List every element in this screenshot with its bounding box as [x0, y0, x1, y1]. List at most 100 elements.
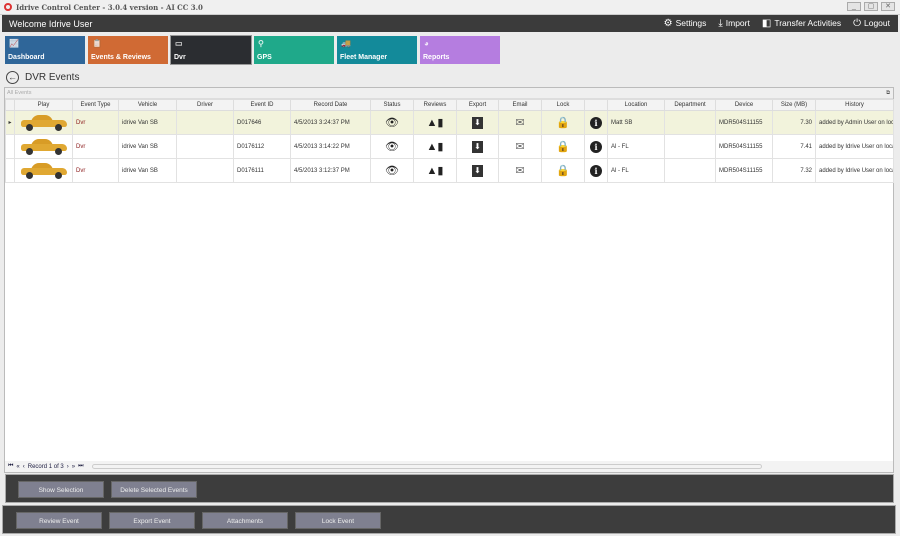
history-cell: added by Idrive User on loca: [815, 158, 894, 183]
column-header[interactable]: Vehicle: [118, 99, 177, 111]
maximize-button[interactable]: ▢: [864, 2, 878, 11]
record-date-cell: 4/5/2013 3:12:37 PM: [290, 158, 371, 183]
column-header[interactable]: Email: [498, 99, 542, 111]
info-cell[interactable]: i: [584, 110, 608, 135]
settings-button[interactable]: ⚙ Settings: [664, 18, 707, 29]
row-indicator[interactable]: [5, 158, 15, 183]
event-id-cell: D0176112: [233, 134, 291, 159]
prev-record-button[interactable]: ‹: [22, 463, 25, 470]
reviews-cell[interactable]: ▲▮: [413, 134, 457, 159]
status-cell[interactable]: 👁: [370, 134, 414, 159]
tile-fleet-manager[interactable]: 🚚 Fleet Manager: [337, 36, 417, 64]
column-header[interactable]: Size (MB): [772, 99, 816, 111]
column-header[interactable]: [584, 99, 608, 111]
export-cell[interactable]: ⬇: [456, 134, 499, 159]
reports-icon: ◕: [424, 39, 429, 48]
transfer-activities-button[interactable]: ◧ Transfer Activities: [762, 18, 841, 29]
eye-icon: 👁: [385, 117, 399, 129]
info-cell[interactable]: i: [584, 158, 608, 183]
envelope-icon: ✉: [515, 141, 525, 153]
tile-gps[interactable]: ⚲ GPS: [254, 36, 334, 64]
column-header[interactable]: Department: [664, 99, 716, 111]
next-record-button[interactable]: ›: [66, 463, 69, 470]
selection-panel: Show Selection Delete Selected Events: [5, 474, 894, 503]
export-cell[interactable]: ⬇: [456, 158, 499, 183]
table-row[interactable]: Dvr idrive Van SB D0176112 4/5/2013 3:14…: [5, 134, 894, 159]
reviews-cell[interactable]: ▲▮: [413, 158, 457, 183]
device-cell: MDR504S11155: [715, 110, 773, 135]
column-header[interactable]: Driver: [176, 99, 234, 111]
play-thumbnail[interactable]: [14, 134, 73, 159]
tile-dvr[interactable]: ▭ Dvr: [170, 35, 252, 65]
column-header[interactable]: Play: [14, 99, 73, 111]
email-cell[interactable]: ✉: [498, 134, 542, 159]
driver-cell: [176, 110, 234, 135]
play-thumbnail[interactable]: [14, 158, 73, 183]
size-cell: 7.41: [772, 134, 816, 159]
export-icon: ⬇: [472, 164, 483, 177]
table-row[interactable]: ▸ Dvr idrive Van SB D017646 4/5/2013 3:2…: [5, 110, 894, 135]
review-score-icon: ▲▮: [426, 141, 444, 153]
event-type-cell: Dvr: [72, 110, 119, 135]
restore-icon[interactable]: ⧉: [886, 90, 890, 96]
column-header[interactable]: Location: [607, 99, 665, 111]
lock-cell[interactable]: 🔒: [541, 158, 585, 183]
status-cell[interactable]: 👁: [370, 110, 414, 135]
info-icon: i: [590, 116, 602, 129]
first-page-button[interactable]: ⏮: [8, 463, 14, 469]
next-page-button[interactable]: »: [71, 463, 76, 470]
envelope-icon: ✉: [515, 117, 525, 129]
column-header[interactable]: History: [815, 99, 894, 111]
row-indicator[interactable]: [5, 134, 15, 159]
reviews-cell[interactable]: ▲▮: [413, 110, 457, 135]
column-header[interactable]: Status: [370, 99, 414, 111]
column-header[interactable]: Export: [456, 99, 499, 111]
logout-button[interactable]: ⏻ Logout: [853, 18, 890, 29]
settings-label: Settings: [675, 18, 707, 28]
attachments-button[interactable]: Attachments: [202, 512, 288, 529]
export-icon: ⬇: [472, 116, 483, 129]
car-icon: [19, 114, 69, 131]
tile-events-reviews[interactable]: 📋 Events & Reviews: [88, 36, 168, 64]
dashboard-icon: 📈: [9, 39, 19, 48]
horizontal-scrollbar[interactable]: [91, 464, 762, 469]
export-event-button[interactable]: Export Event: [109, 512, 195, 529]
column-header[interactable]: Lock: [541, 99, 585, 111]
import-button[interactable]: ⤓ Import: [718, 18, 750, 29]
prev-page-button[interactable]: «: [16, 463, 20, 470]
table-row[interactable]: Dvr idrive Van SB D0176111 4/5/2013 3:12…: [5, 158, 894, 183]
lock-event-button[interactable]: Lock Event: [295, 512, 381, 529]
show-selection-button[interactable]: Show Selection: [18, 481, 104, 498]
export-icon: ⬇: [472, 140, 483, 153]
column-header[interactable]: [5, 99, 15, 111]
column-header[interactable]: Event ID: [233, 99, 291, 111]
column-header[interactable]: Event Type: [72, 99, 119, 111]
column-header[interactable]: Device: [715, 99, 773, 111]
lock-cell[interactable]: 🔒: [541, 110, 585, 135]
last-page-button[interactable]: ⏭: [78, 463, 84, 469]
tile-reports[interactable]: ◕ Reports: [420, 36, 500, 64]
minimize-button[interactable]: _: [847, 2, 861, 11]
tile-dashboard[interactable]: 📈 Dashboard: [5, 36, 85, 64]
title-bar: Idrive Control Center - 3.0.4 version - …: [0, 0, 900, 15]
delete-selected-events-button[interactable]: Delete Selected Events: [111, 481, 197, 498]
column-header[interactable]: Record Date: [290, 99, 371, 111]
driver-cell: [176, 134, 234, 159]
close-button[interactable]: ✕: [881, 2, 895, 11]
size-cell: 7.32: [772, 158, 816, 183]
vehicle-cell: idrive Van SB: [118, 158, 177, 183]
column-header[interactable]: Reviews: [413, 99, 457, 111]
email-cell[interactable]: ✉: [498, 158, 542, 183]
envelope-icon: ✉: [515, 165, 525, 177]
email-cell[interactable]: ✉: [498, 110, 542, 135]
back-arrow-icon[interactable]: ←: [6, 71, 19, 84]
play-thumbnail[interactable]: [14, 110, 73, 135]
group-label: All Events: [7, 90, 32, 96]
status-cell[interactable]: 👁: [370, 158, 414, 183]
review-event-button[interactable]: Review Event: [16, 512, 102, 529]
export-cell[interactable]: ⬇: [456, 110, 499, 135]
row-indicator[interactable]: ▸: [5, 110, 15, 135]
lock-cell[interactable]: 🔒: [541, 134, 585, 159]
power-icon: ⏻: [853, 18, 861, 29]
info-cell[interactable]: i: [584, 134, 608, 159]
